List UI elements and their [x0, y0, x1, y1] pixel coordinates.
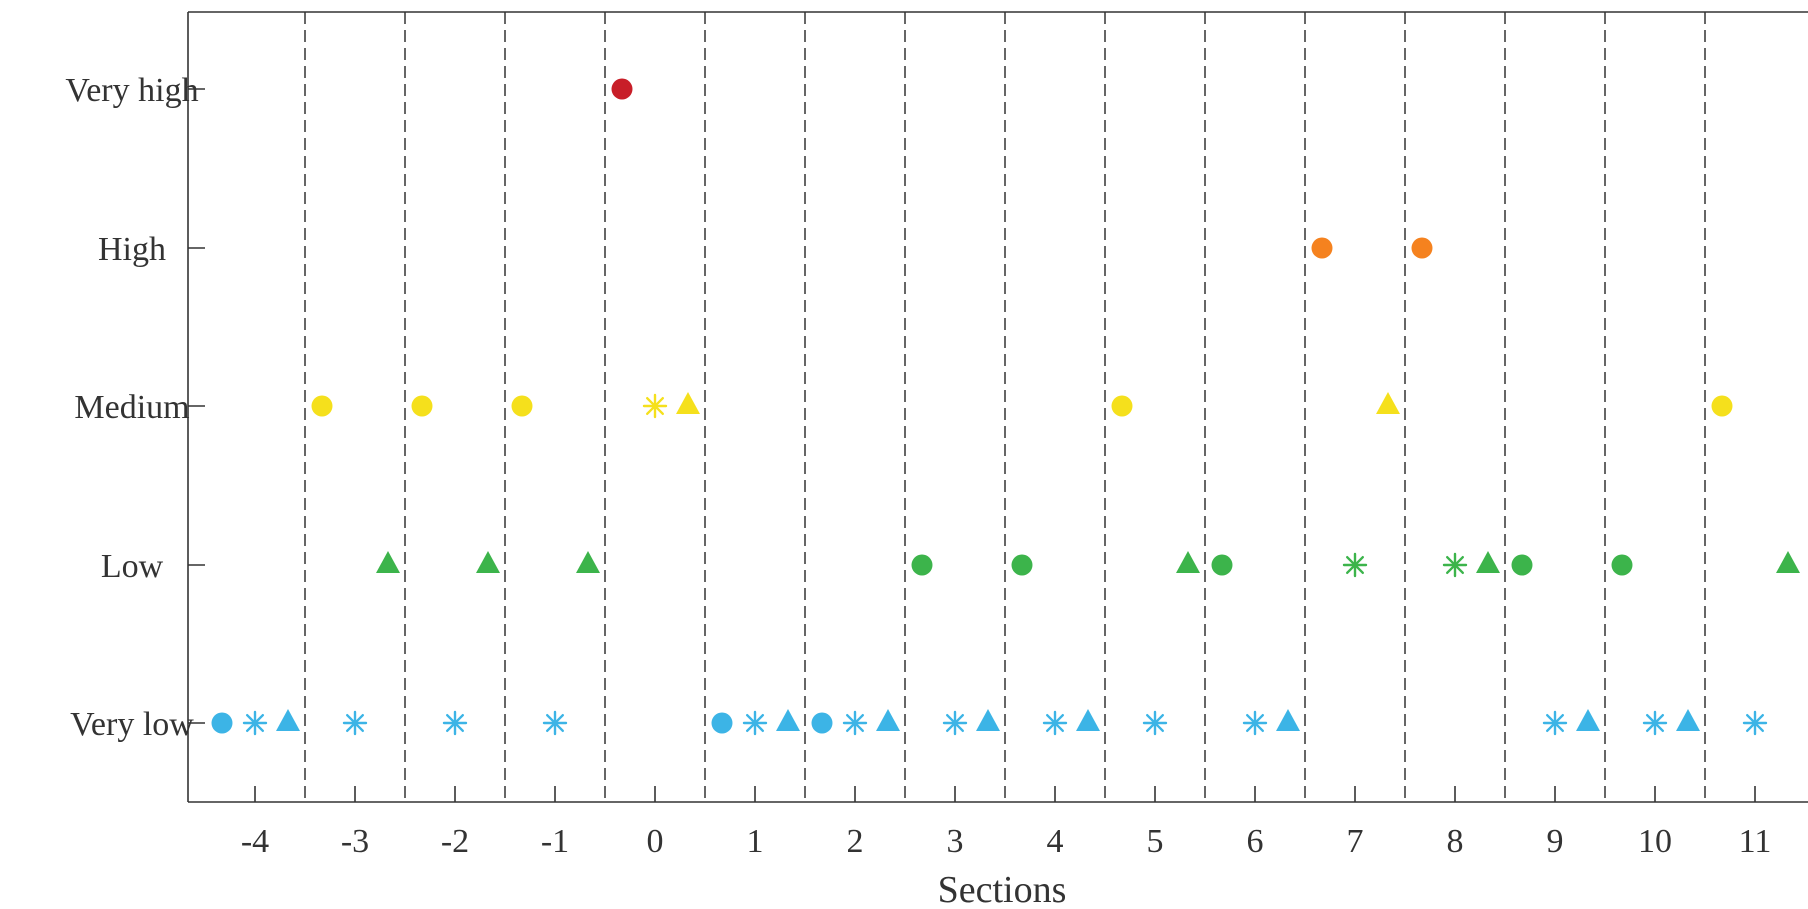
point-triangle [1076, 709, 1100, 731]
y-tick-label: Very low [70, 706, 194, 743]
point-asterisk [442, 710, 468, 736]
x-axis-title: Sections [938, 869, 1067, 909]
asterisk-stroke [245, 714, 264, 732]
point-circle [811, 712, 833, 734]
y-tick-label: High [98, 231, 166, 268]
asterisk-stroke [646, 397, 664, 415]
point-asterisk [242, 710, 268, 736]
x-tick-label: 6 [1247, 823, 1264, 860]
x-ticks: -4 -3 -2 -1 0 1 2 3 4 5 6 7 8 9 10 11 [241, 786, 1772, 860]
x-tick-label: 11 [1739, 823, 1772, 860]
point-triangle [776, 709, 800, 731]
asterisk-stroke [846, 714, 864, 732]
point-asterisk [1142, 710, 1168, 736]
point-circle [911, 554, 933, 576]
point-asterisk [942, 710, 968, 736]
y-tick-label: Low [101, 548, 164, 585]
point-triangle [1776, 551, 1800, 573]
y-ticks: Very low Low Medium High Very high [65, 72, 205, 743]
x-tick-label: -3 [341, 823, 369, 860]
x-tick-label: 3 [947, 823, 964, 860]
point-triangle [976, 709, 1000, 731]
asterisk-stroke [1045, 714, 1065, 732]
point-triangle [1276, 709, 1300, 731]
asterisk-stroke [446, 714, 464, 732]
point-circle [311, 395, 333, 417]
point-asterisk [1742, 710, 1768, 736]
x-tick-label: 2 [847, 823, 864, 860]
point-triangle [276, 709, 300, 731]
x-tick-label: -2 [441, 823, 469, 860]
asterisk-stroke [1745, 714, 1765, 732]
point-circle [1111, 395, 1133, 417]
point-circle [411, 395, 433, 417]
x-tick-label: 4 [1047, 823, 1064, 860]
y-tick-label: Medium [74, 389, 189, 426]
point-triangle [576, 551, 600, 573]
point-circle [1011, 554, 1033, 576]
point-circle [1711, 395, 1733, 417]
point-triangle [1676, 709, 1700, 731]
x-tick-label: 1 [747, 823, 764, 860]
point-asterisk [1642, 710, 1668, 736]
point-asterisk [1542, 710, 1568, 736]
x-tick-label: 8 [1447, 823, 1464, 860]
asterisk-stroke [1445, 556, 1465, 574]
data-points [211, 78, 1800, 736]
x-tick-label: 9 [1547, 823, 1564, 860]
x-tick-label: 0 [647, 823, 664, 860]
point-triangle [876, 709, 900, 731]
point-asterisk [1442, 552, 1468, 578]
point-circle [1511, 554, 1533, 576]
asterisk-stroke [1645, 714, 1665, 732]
point-asterisk [342, 710, 368, 736]
asterisk-stroke [546, 714, 564, 732]
point-circle [1211, 554, 1233, 576]
point-asterisk [742, 710, 768, 736]
point-circle [511, 395, 533, 417]
asterisk-stroke [1245, 714, 1265, 732]
point-circle [711, 712, 733, 734]
point-circle [1311, 237, 1333, 259]
x-tick-label: 10 [1638, 823, 1672, 860]
point-circle [1611, 554, 1633, 576]
y-tick-label: Very high [65, 72, 198, 109]
x-tick-label: 5 [1147, 823, 1164, 860]
point-circle [611, 78, 633, 100]
x-tick-label: -1 [541, 823, 569, 860]
point-circle [1411, 237, 1433, 259]
point-triangle [1176, 551, 1200, 573]
point-asterisk [1042, 710, 1068, 736]
point-asterisk [842, 710, 868, 736]
section-grid [304, 12, 1706, 802]
point-asterisk [542, 710, 568, 736]
asterisk-stroke [746, 714, 764, 732]
point-asterisk [1242, 710, 1268, 736]
point-triangle [1576, 709, 1600, 731]
asterisk-stroke [946, 714, 964, 732]
asterisk-stroke [1545, 714, 1565, 732]
point-triangle [376, 551, 400, 573]
point-triangle [476, 551, 500, 573]
point-asterisk [1342, 552, 1368, 578]
asterisk-stroke [1145, 714, 1165, 732]
point-asterisk [642, 393, 668, 419]
point-triangle [676, 392, 700, 414]
asterisk-stroke [1345, 556, 1365, 574]
axes [187, 11, 1808, 803]
point-triangle [1476, 551, 1500, 573]
point-triangle [1376, 392, 1400, 414]
asterisk-stroke [346, 714, 364, 732]
x-tick-label: -4 [241, 823, 269, 860]
x-tick-label: 7 [1347, 823, 1364, 860]
point-circle [211, 712, 233, 734]
